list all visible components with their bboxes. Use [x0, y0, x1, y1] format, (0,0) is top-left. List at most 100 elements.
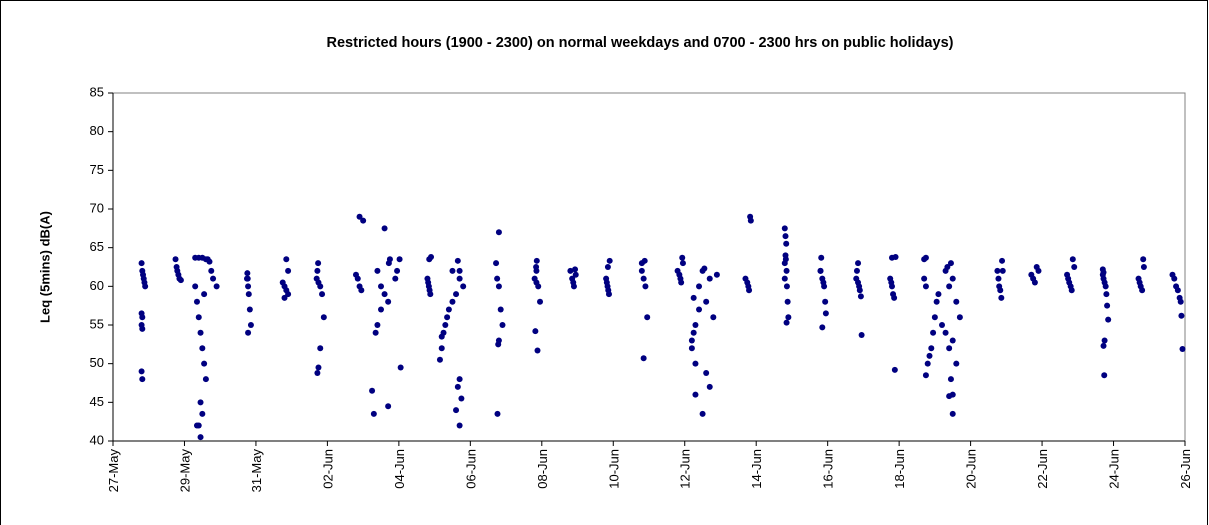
- x-tick-label: 04-Jun: [392, 449, 407, 489]
- point: [690, 329, 697, 336]
- point: [449, 298, 456, 305]
- point: [320, 314, 327, 321]
- point: [570, 283, 577, 290]
- point: [385, 403, 392, 410]
- point: [453, 407, 460, 414]
- point: [456, 267, 463, 274]
- point: [204, 256, 211, 263]
- point: [197, 434, 204, 441]
- point: [638, 267, 645, 274]
- point: [201, 291, 208, 298]
- point: [1178, 312, 1185, 319]
- point: [426, 256, 433, 263]
- point: [605, 291, 612, 298]
- y-tick-label: 85: [90, 84, 104, 99]
- point: [858, 332, 865, 339]
- point: [781, 275, 788, 282]
- point: [995, 275, 1002, 282]
- x-tick-label: 24-Jun: [1107, 449, 1122, 489]
- y-axis-label: Leq (5mins) dB(A): [37, 211, 52, 323]
- point: [1068, 287, 1075, 294]
- point: [497, 306, 504, 313]
- point: [857, 293, 864, 300]
- point: [197, 329, 204, 336]
- y-tick-label: 65: [90, 239, 104, 254]
- point: [946, 283, 953, 290]
- point: [319, 291, 326, 298]
- point: [369, 387, 376, 394]
- point: [454, 257, 461, 264]
- point: [1174, 287, 1181, 294]
- point: [706, 383, 713, 390]
- point: [567, 267, 574, 274]
- point: [244, 270, 251, 277]
- point: [460, 283, 467, 290]
- point: [713, 271, 720, 278]
- point: [924, 360, 931, 367]
- point: [381, 225, 388, 232]
- point: [317, 345, 324, 352]
- point: [747, 217, 754, 224]
- point: [285, 267, 292, 274]
- point: [139, 325, 146, 332]
- x-tick-label: 10-Jun: [606, 449, 621, 489]
- x-tick-label: 29-May: [177, 449, 192, 493]
- point: [678, 279, 685, 286]
- point: [783, 240, 790, 247]
- point: [642, 283, 649, 290]
- point: [784, 298, 791, 305]
- point: [172, 256, 179, 263]
- point: [891, 366, 898, 373]
- point: [953, 298, 960, 305]
- point: [202, 376, 209, 383]
- point: [690, 294, 697, 301]
- point: [692, 391, 699, 398]
- point: [454, 383, 461, 390]
- point: [177, 277, 184, 284]
- point: [703, 298, 710, 305]
- point: [534, 347, 541, 354]
- point: [1071, 264, 1078, 270]
- point: [999, 257, 1006, 264]
- point: [746, 287, 753, 294]
- point: [888, 283, 895, 290]
- point: [710, 314, 717, 321]
- point: [781, 225, 788, 232]
- point: [956, 314, 963, 321]
- point: [931, 314, 938, 321]
- point: [283, 256, 290, 263]
- point: [928, 345, 935, 352]
- point: [438, 345, 445, 352]
- point: [933, 298, 940, 305]
- point: [926, 352, 933, 359]
- point: [819, 324, 826, 331]
- point: [535, 283, 542, 290]
- x-tick-label: 22-Jun: [1035, 449, 1050, 489]
- point: [1104, 302, 1111, 309]
- point: [953, 360, 960, 367]
- point: [703, 369, 710, 376]
- point: [245, 329, 252, 336]
- point: [949, 410, 956, 417]
- point: [818, 254, 825, 261]
- point: [314, 267, 321, 274]
- point: [142, 283, 149, 290]
- x-tick-label: 14-Jun: [749, 449, 764, 489]
- y-tick-label: 40: [90, 432, 104, 447]
- point: [533, 264, 540, 270]
- point: [210, 275, 217, 282]
- point: [706, 275, 713, 282]
- point: [994, 267, 1001, 274]
- point: [453, 291, 460, 298]
- point: [783, 267, 790, 274]
- point: [456, 422, 463, 429]
- point: [354, 275, 361, 282]
- point: [192, 283, 199, 290]
- point: [853, 267, 860, 274]
- point: [997, 287, 1004, 294]
- point: [537, 298, 544, 305]
- point: [427, 291, 434, 298]
- point: [246, 306, 253, 313]
- point: [139, 376, 146, 383]
- point: [358, 287, 365, 294]
